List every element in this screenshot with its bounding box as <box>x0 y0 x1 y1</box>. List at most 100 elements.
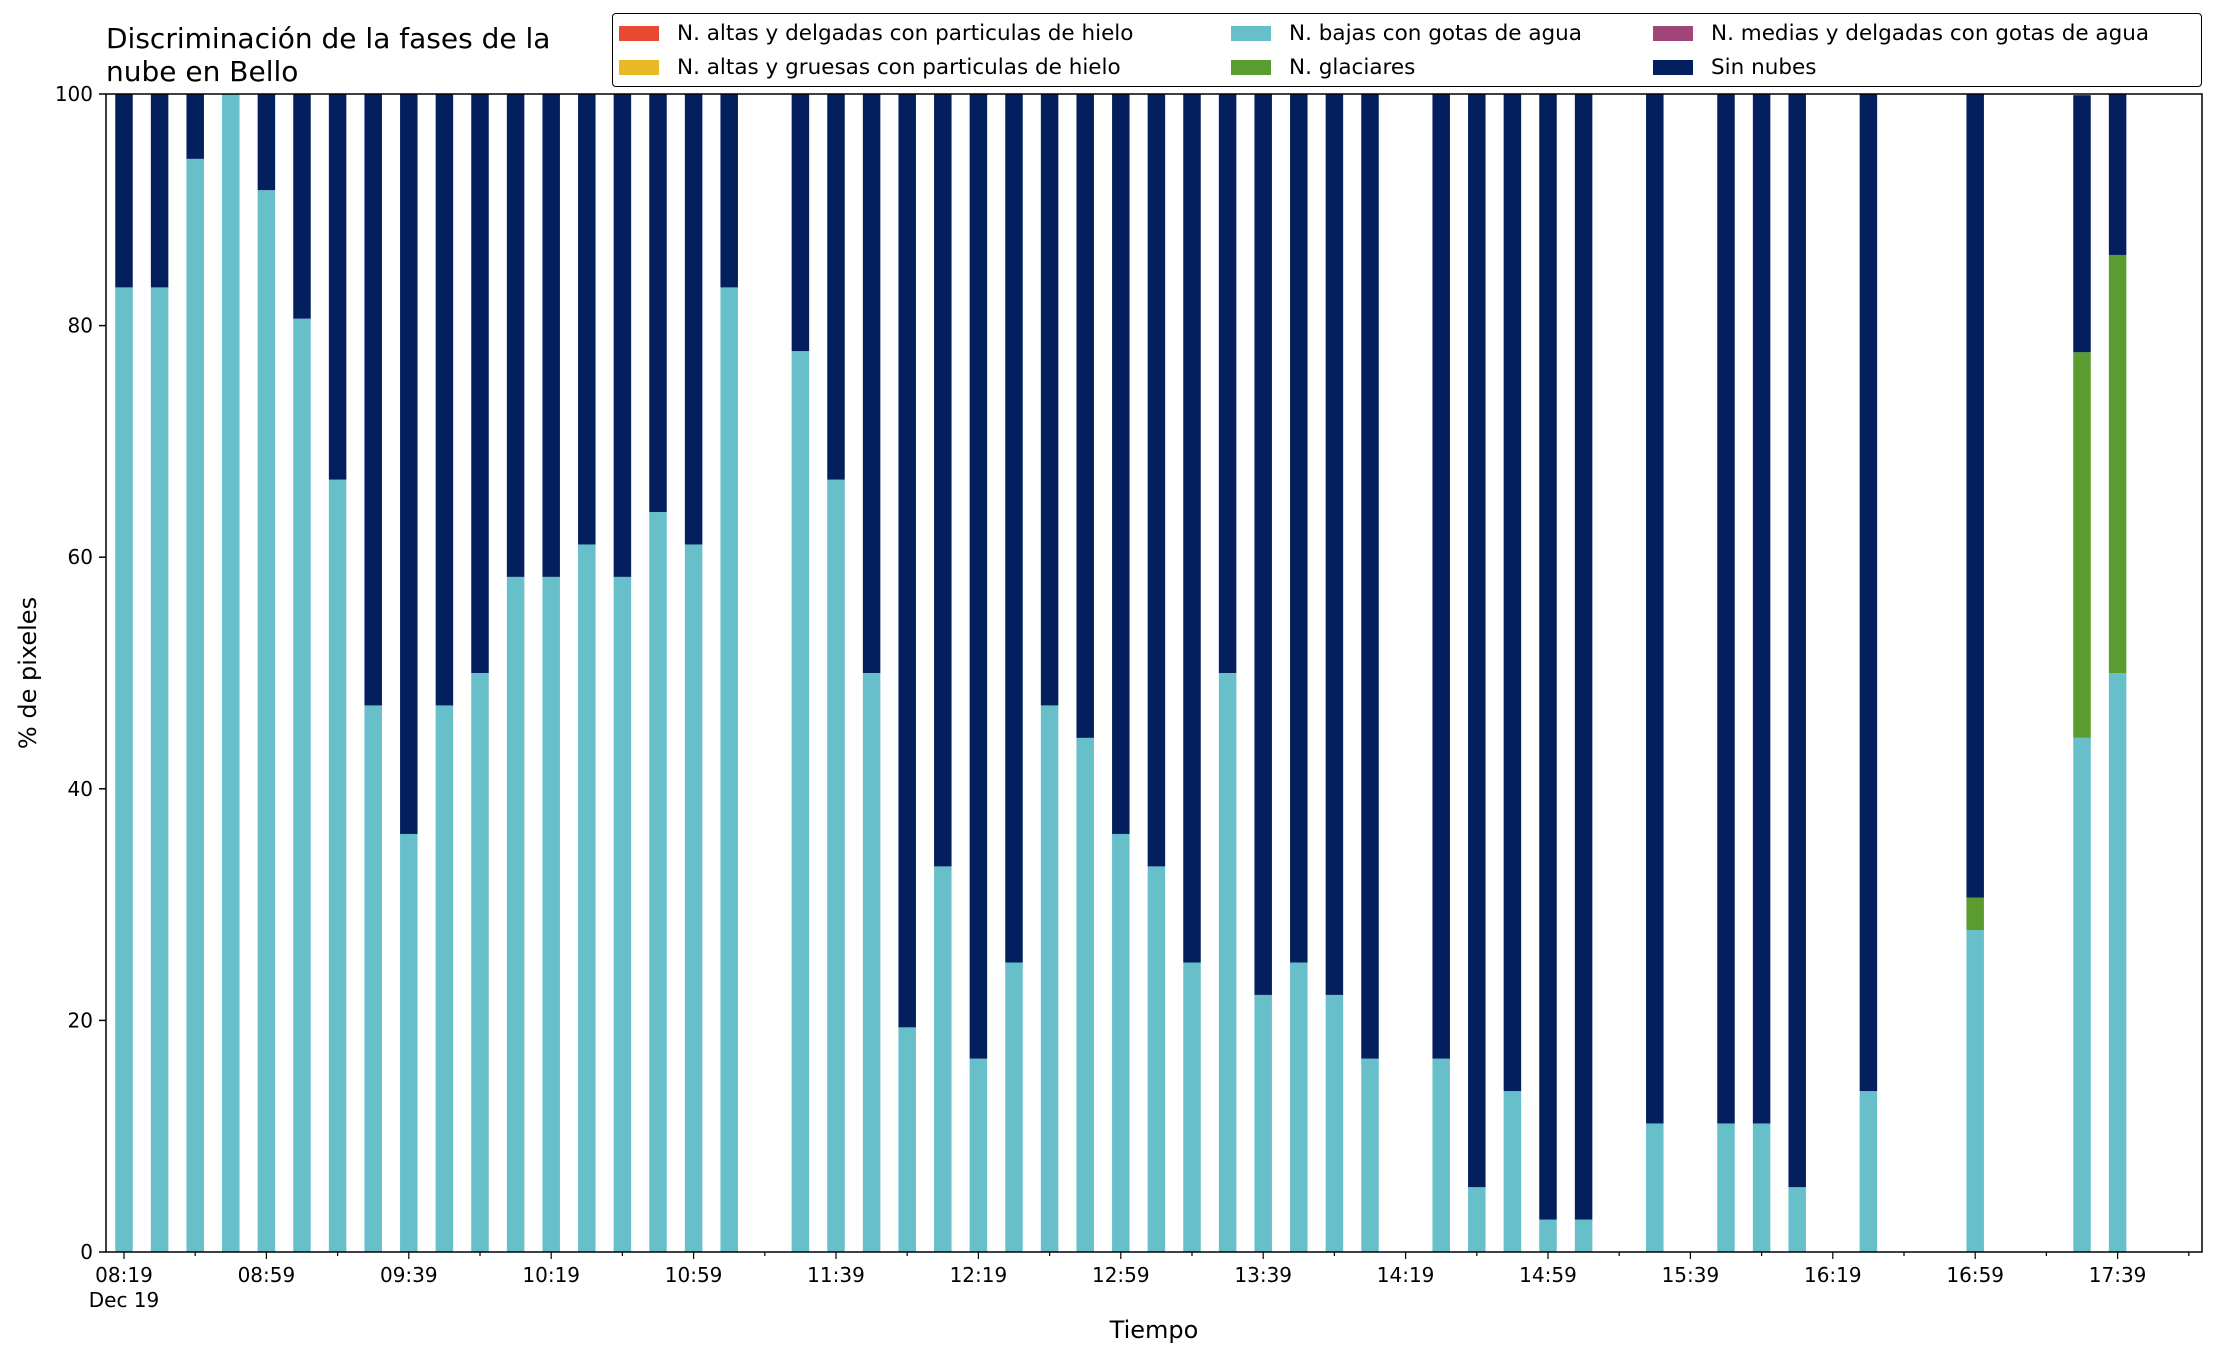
bar-segment-sin-nubes <box>1254 94 1272 995</box>
bar-segment-bajas-agua <box>2073 737 2091 1252</box>
x-tick-label: 08:59 <box>238 1263 296 1287</box>
bar-segment-bajas-agua <box>1183 962 1201 1252</box>
legend-label-altas-gruesas: N. altas y gruesas con particulas de hie… <box>677 54 1121 80</box>
bar-segment-sin-nubes <box>1503 94 1522 1092</box>
bar-segment-sin-nubes <box>934 94 952 867</box>
bar-segment-sin-nubes <box>720 94 738 288</box>
bar-segment-glaciares <box>1966 897 1984 931</box>
bar-segment-bajas-agua <box>2108 673 2127 1252</box>
bar-segment-sin-nubes <box>649 94 667 513</box>
bar-segment-sin-nubes <box>1147 94 1166 867</box>
bar-segment-sin-nubes <box>1040 94 1059 706</box>
bar-segment-bajas-agua <box>1254 994 1272 1252</box>
bar-segment-glaciares <box>2073 352 2091 738</box>
bar-segment-sin-nubes <box>1468 94 1486 1188</box>
bar-segment-sin-nubes <box>542 94 560 577</box>
bar-segment-bajas-agua <box>542 576 560 1252</box>
bar-segment-sin-nubes <box>1183 94 1201 963</box>
x-tick-label: 08:19 <box>95 1263 153 1287</box>
bar-segment-bajas-agua <box>1788 1187 1806 1252</box>
bar-segment-bajas-agua <box>1005 962 1023 1252</box>
x-tick-label: 12:19 <box>950 1263 1008 1287</box>
bar-segment-bajas-agua <box>1574 1219 1593 1252</box>
bar-segment-bajas-agua <box>898 1027 916 1252</box>
bar-segment-sin-nubes <box>1432 94 1450 1059</box>
y-tick-label: 20 <box>68 1008 93 1032</box>
chart-legend: N. altas y delgadas con particulas de hi… <box>612 13 2202 87</box>
bar-segment-sin-nubes <box>1574 94 1593 1220</box>
bar-segment-sin-nubes <box>1076 94 1094 738</box>
bar-segment-sin-nubes <box>506 94 525 577</box>
bar-segment-bajas-agua <box>684 544 703 1252</box>
bar-segment-bajas-agua <box>364 705 382 1252</box>
y-axis-label: % de pixeles <box>14 597 42 749</box>
y-tick-label: 80 <box>68 314 93 338</box>
legend-swatch-glaciares <box>1231 59 1271 75</box>
bar-segment-bajas-agua <box>1966 930 1984 1252</box>
chart-title: Discriminación de la fases de la nube en… <box>106 22 550 88</box>
bar-segment-bajas-agua <box>1361 1058 1379 1252</box>
chart-title-line-1: Discriminación de la fases de la <box>106 22 551 55</box>
legend-label-glaciares: N. glaciares <box>1289 54 1416 80</box>
legend-label-medias-delgadas: N. medias y delgadas con gotas de agua <box>1711 20 2150 46</box>
bar-segment-bajas-agua <box>1290 962 1308 1252</box>
bar-segment-bajas-agua <box>720 287 738 1252</box>
legend-swatch-bajas-agua <box>1231 25 1271 41</box>
bar-segment-sin-nubes <box>2108 94 2127 255</box>
legend-label-bajas-agua: N. bajas con gotas de agua <box>1289 20 1582 46</box>
legend-item-bajas-agua: N. bajas con gotas de agua <box>1231 16 1582 50</box>
bar-segment-sin-nubes <box>1290 94 1308 963</box>
y-tick-label: 0 <box>80 1240 93 1264</box>
bar-segment-sin-nubes <box>898 94 916 1028</box>
x-tick-label: 15:39 <box>1662 1263 1720 1287</box>
bar-segment-sin-nubes <box>1218 94 1237 673</box>
bar-segment-bajas-agua <box>1218 673 1237 1252</box>
plot-area-frame <box>105 93 2203 1253</box>
x-tick-sublabel: Dec 19 <box>89 1288 160 1312</box>
bar-segment-sin-nubes <box>1859 94 1878 1092</box>
legend-item-sin-nubes: Sin nubes <box>1653 50 1816 84</box>
bar-segment-bajas-agua <box>934 866 952 1252</box>
bar-segment-sin-nubes <box>1752 94 1771 1124</box>
bar-segment-bajas-agua <box>1503 1091 1522 1252</box>
bar-segment-sin-nubes <box>969 94 988 1059</box>
bar-segment-bajas-agua <box>1325 994 1344 1252</box>
bar-segment-sin-nubes <box>578 94 596 545</box>
bar-segment-sin-nubes <box>1539 94 1557 1220</box>
x-tick-label: 17:39 <box>2089 1263 2147 1287</box>
legend-swatch-altas-gruesas <box>619 59 659 75</box>
legend-swatch-medias-delgadas <box>1653 25 1693 41</box>
bar-segment-sin-nubes <box>827 94 845 480</box>
legend-item-altas-delgadas: N. altas y delgadas con particulas de hi… <box>619 16 1133 50</box>
bar-segment-bajas-agua <box>969 1058 988 1252</box>
bar-segment-bajas-agua <box>1432 1058 1450 1252</box>
bar-segment-bajas-agua <box>827 479 845 1252</box>
bar-segment-bajas-agua <box>578 544 596 1252</box>
bars-layer <box>115 94 2127 1253</box>
y-tick-label: 60 <box>68 545 93 569</box>
x-tick-label: 11:39 <box>807 1263 865 1287</box>
legend-item-medias-delgadas: N. medias y delgadas con gotas de agua <box>1653 16 2149 50</box>
bar-segment-bajas-agua <box>1076 737 1094 1252</box>
x-tick-label: 16:19 <box>1804 1263 1862 1287</box>
x-tick-label: 09:39 <box>380 1263 438 1287</box>
bar-segment-sin-nubes <box>471 94 489 673</box>
bar-segment-glaciares <box>2108 254 2127 673</box>
bar-segment-bajas-agua <box>1859 1091 1878 1252</box>
bar-segment-bajas-agua <box>400 833 418 1252</box>
x-tick-label: 10:19 <box>522 1263 580 1287</box>
bar-segment-bajas-agua <box>1040 705 1059 1252</box>
x-tick-label: 14:59 <box>1519 1263 1577 1287</box>
bar-segment-sin-nubes <box>1966 94 1984 898</box>
bar-segment-sin-nubes <box>293 94 311 319</box>
bar-segment-sin-nubes <box>328 94 347 480</box>
bar-segment-sin-nubes <box>791 94 810 352</box>
legend-label-altas-delgadas: N. altas y delgadas con particulas de hi… <box>677 20 1134 46</box>
bar-segment-sin-nubes <box>1788 94 1806 1188</box>
bar-segment-bajas-agua <box>613 576 632 1252</box>
bar-segment-sin-nubes <box>1646 94 1664 1124</box>
bar-segment-sin-nubes <box>364 94 382 706</box>
bar-segment-bajas-agua <box>1717 1123 1735 1252</box>
